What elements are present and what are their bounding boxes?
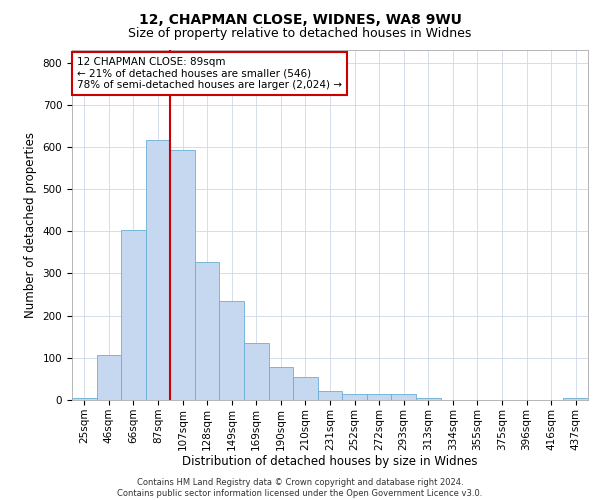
Bar [367, 394, 391, 400]
Text: 12 CHAPMAN CLOSE: 89sqm
← 21% of detached houses are smaller (546)
78% of semi-d: 12 CHAPMAN CLOSE: 89sqm ← 21% of detache… [77, 57, 342, 90]
Text: Contains HM Land Registry data © Crown copyright and database right 2024.
Contai: Contains HM Land Registry data © Crown c… [118, 478, 482, 498]
Bar [318, 390, 342, 400]
Bar [97, 355, 121, 400]
X-axis label: Distribution of detached houses by size in Widnes: Distribution of detached houses by size … [182, 456, 478, 468]
Bar [244, 343, 269, 400]
Bar [146, 140, 170, 400]
Bar [563, 398, 588, 400]
Bar [342, 394, 367, 400]
Bar [121, 230, 146, 400]
Bar [170, 150, 195, 400]
Text: Size of property relative to detached houses in Widnes: Size of property relative to detached ho… [128, 28, 472, 40]
Bar [220, 301, 244, 400]
Bar [391, 394, 416, 400]
Text: 12, CHAPMAN CLOSE, WIDNES, WA8 9WU: 12, CHAPMAN CLOSE, WIDNES, WA8 9WU [139, 12, 461, 26]
Bar [269, 367, 293, 400]
Bar [195, 262, 220, 400]
Y-axis label: Number of detached properties: Number of detached properties [24, 132, 37, 318]
Bar [293, 377, 318, 400]
Bar [416, 398, 440, 400]
Bar [72, 398, 97, 400]
